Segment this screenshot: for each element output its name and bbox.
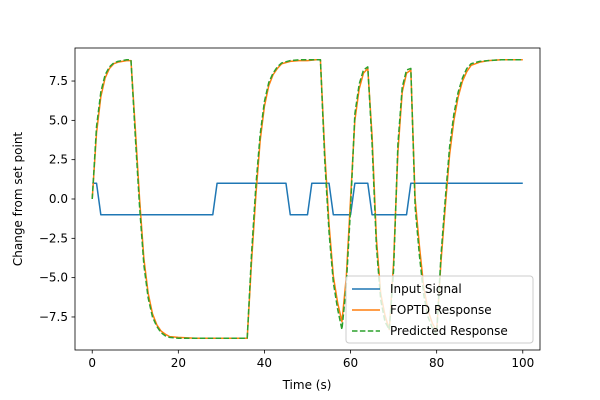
x-tick-label: 40 bbox=[257, 356, 272, 370]
x-tick-label: 0 bbox=[88, 356, 96, 370]
y-tick-label: 2.5 bbox=[49, 153, 68, 167]
x-tick-label: 20 bbox=[171, 356, 186, 370]
y-tick-label: 5.0 bbox=[49, 113, 68, 127]
y-tick-label: −2.5 bbox=[39, 231, 68, 245]
y-tick-label: −5.0 bbox=[39, 271, 68, 285]
legend-label-2: Predicted Response bbox=[390, 324, 508, 338]
series-line-0 bbox=[92, 182, 523, 216]
legend: Input Signal FOPTD Response Predicted Resp… bbox=[345, 275, 534, 344]
y-axis-label: Change from set point bbox=[11, 132, 25, 267]
x-axis-label: Time (s) bbox=[282, 378, 332, 392]
x-tick-label: 60 bbox=[343, 356, 358, 370]
axes-layer: 0 20 40 60 80 100 −7.5 −5.0 −2.5 0.0 2.5 5.0 7.5 bbox=[39, 47, 541, 370]
legend-label-1: FOPTD Response bbox=[390, 303, 492, 317]
x-tick-label: 80 bbox=[429, 356, 444, 370]
x-tick-label: 100 bbox=[511, 356, 534, 370]
legend-box bbox=[345, 275, 534, 344]
y-tick-label: 0.0 bbox=[49, 192, 68, 206]
legend-label-0: Input Signal bbox=[390, 282, 462, 296]
y-tick-label: 7.5 bbox=[49, 74, 68, 88]
y-tick-label: −7.5 bbox=[39, 310, 68, 324]
